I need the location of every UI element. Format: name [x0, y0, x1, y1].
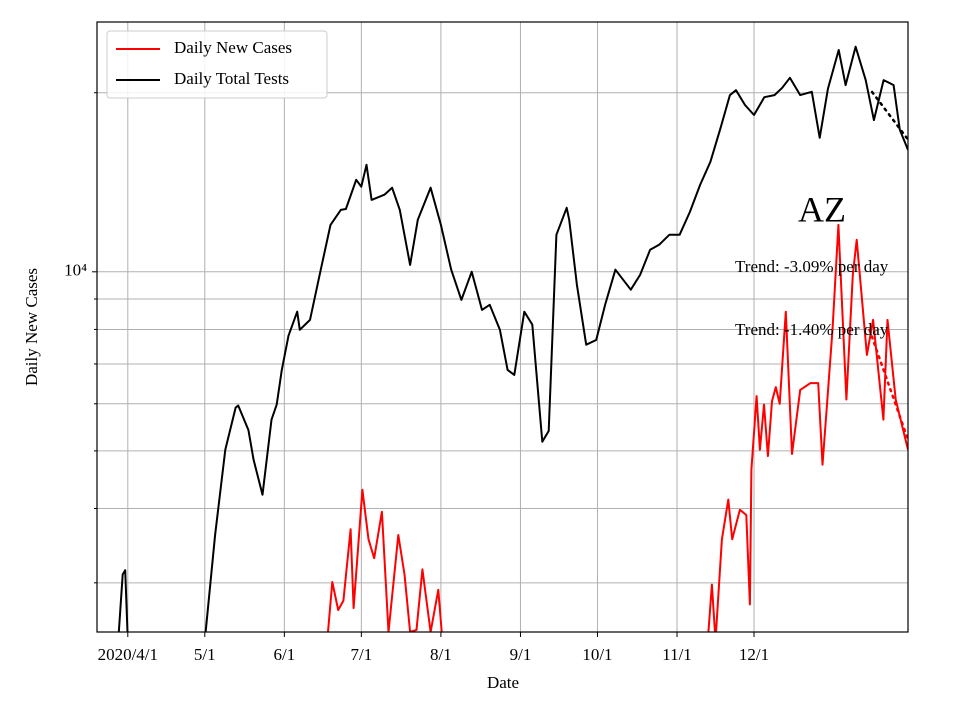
annotation: AZ	[798, 189, 846, 229]
x-tick-label: 7/1	[350, 645, 372, 664]
x-tick-label: 11/1	[662, 645, 692, 664]
series-line	[117, 45, 908, 632]
legend-label: Daily New Cases	[174, 38, 292, 57]
x-tick-label: 10/1	[582, 645, 612, 664]
plot-frame	[96, 21, 909, 633]
x-tick-label: 8/1	[430, 645, 452, 664]
trend-line	[870, 90, 908, 141]
trend-label: Trend: -3.09% per day	[735, 257, 889, 276]
series-line	[327, 223, 908, 632]
grid	[97, 22, 908, 632]
legend-label: Daily Total Tests	[174, 69, 289, 88]
y-axis-label: Daily New Cases	[22, 268, 41, 386]
trend-line	[868, 328, 908, 441]
x-axis-label: Date	[487, 673, 519, 692]
x-tick-label: 6/1	[273, 645, 295, 664]
y-tick-label: 10⁴	[64, 261, 87, 280]
legend: Daily New Cases Daily Total Tests	[106, 30, 328, 99]
x-tick-label: 9/1	[510, 645, 532, 664]
plot-lines	[117, 45, 908, 632]
x-tick-label: 12/1	[739, 645, 769, 664]
legend-box	[106, 30, 328, 99]
trend-label: Trend: -1.40% per day	[735, 320, 889, 339]
x-tick-label: 2020/4/1	[98, 645, 158, 664]
x-tick-label: 5/1	[194, 645, 216, 664]
